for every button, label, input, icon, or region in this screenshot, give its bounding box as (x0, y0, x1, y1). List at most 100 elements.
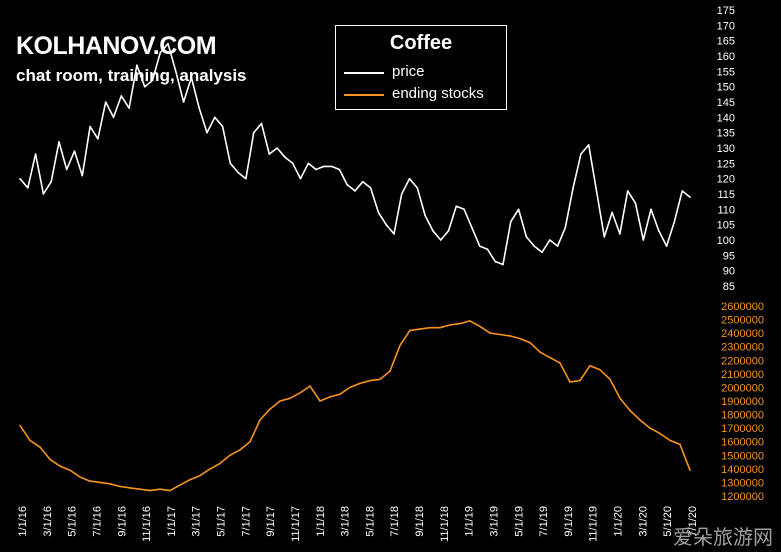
ytick-label-stocks-10: 2200000 (721, 355, 764, 367)
data-point-price-72 (580, 153, 582, 155)
data-point-ending-stocks-30 (319, 400, 321, 402)
ytick-label-stocks-3: 1500000 (721, 450, 764, 462)
data-point-ending-stocks-41 (429, 326, 431, 329)
data-point-ending-stocks-66 (679, 443, 681, 446)
data-point-price-84 (673, 220, 676, 223)
data-point-price-4 (50, 180, 52, 183)
data-point-ending-stocks-28 (299, 392, 301, 394)
data-point-ending-stocks-58 (599, 369, 601, 371)
xtick-label-6: 1/1/17 (166, 506, 178, 537)
data-point-price-52 (424, 214, 426, 217)
data-point-price-34 (284, 156, 286, 158)
data-point-price-59 (478, 245, 481, 247)
xtick-label-21: 7/1/19 (538, 506, 550, 537)
xtick-label-27: 7/1/20 (687, 506, 699, 537)
data-point-price-77 (619, 233, 621, 235)
brand-title: KOLHANOV.COM (16, 32, 217, 60)
legend-label-ending-stocks: ending stocks (392, 85, 484, 102)
data-point-ending-stocks-33 (349, 386, 351, 389)
ytick-label-stocks-7: 1900000 (721, 396, 764, 408)
data-point-price-63 (510, 220, 512, 223)
ytick-label-stocks-2: 1400000 (721, 464, 764, 476)
data-point-price-39 (323, 165, 325, 168)
xtick-label-0: 1/1/16 (17, 506, 29, 537)
data-point-ending-stocks-42 (439, 326, 441, 329)
data-point-ending-stocks-57 (589, 364, 591, 367)
data-point-price-45 (369, 187, 372, 189)
data-point-ending-stocks-46 (479, 325, 481, 328)
ytick-label-price-16: 165 (717, 36, 735, 48)
data-point-price-57 (463, 208, 465, 211)
data-point-price-15 (136, 64, 138, 66)
data-point-price-9 (89, 125, 91, 128)
data-point-ending-stocks-40 (419, 328, 421, 330)
data-point-ending-stocks-10 (119, 485, 121, 488)
data-point-price-24 (206, 131, 208, 134)
xtick-label-9: 7/1/17 (240, 506, 252, 537)
ytick-label-stocks-5: 1700000 (721, 423, 764, 435)
ytick-label-price-17: 170 (717, 20, 735, 32)
data-point-price-55 (447, 230, 450, 232)
data-point-ending-stocks-48 (499, 333, 501, 336)
series-line-ending-stocks (19, 320, 691, 492)
xtick-label-1: 3/1/16 (42, 506, 54, 537)
data-point-price-7 (73, 150, 76, 152)
data-point-price-38 (315, 168, 317, 171)
ytick-label-price-1: 90 (723, 266, 735, 278)
data-point-price-56 (455, 205, 458, 208)
data-point-price-70 (564, 226, 567, 229)
data-point-ending-stocks-32 (339, 393, 341, 396)
xtick-label-8: 5/1/17 (216, 506, 228, 537)
data-point-price-6 (65, 168, 68, 171)
data-point-ending-stocks-4 (59, 465, 61, 467)
data-point-ending-stocks-26 (279, 400, 281, 402)
ytick-label-stocks-1: 1300000 (721, 477, 764, 489)
ytick-label-stocks-8: 2000000 (721, 382, 764, 394)
xtick-label-17: 11/1/18 (439, 506, 451, 542)
watermark: 爱朵旅游网 (673, 525, 773, 549)
data-point-price-0 (19, 177, 21, 180)
data-point-price-83 (665, 245, 668, 247)
ytick-label-price-11: 140 (717, 112, 735, 124)
data-point-price-28 (237, 171, 239, 174)
data-point-ending-stocks-29 (309, 385, 311, 387)
data-point-ending-stocks-7 (89, 480, 91, 482)
data-point-price-66 (533, 245, 535, 247)
data-point-ending-stocks-53 (549, 356, 551, 359)
data-point-price-32 (268, 153, 271, 155)
data-point-price-33 (276, 147, 278, 149)
data-point-price-36 (299, 177, 302, 180)
data-point-ending-stocks-9 (109, 483, 111, 485)
data-point-ending-stocks-21 (229, 454, 231, 457)
xtick-label-4: 9/1/16 (116, 506, 128, 537)
data-point-price-46 (377, 211, 380, 214)
legend-swatch-ending-stocks (344, 94, 384, 96)
data-point-price-53 (432, 230, 434, 232)
data-point-price-41 (338, 168, 341, 171)
xtick-label-15: 7/1/18 (389, 506, 401, 537)
data-point-ending-stocks-54 (559, 362, 561, 364)
data-point-ending-stocks-38 (399, 344, 401, 347)
data-point-ending-stocks-49 (509, 335, 511, 337)
data-point-price-12 (112, 116, 115, 119)
data-point-price-26 (221, 125, 224, 128)
data-point-ending-stocks-12 (139, 488, 141, 491)
xtick-label-2: 5/1/16 (67, 506, 79, 537)
ytick-label-stocks-14: 2600000 (721, 301, 764, 313)
ytick-label-price-12: 145 (717, 97, 735, 109)
ytick-label-stocks-13: 2500000 (721, 315, 764, 327)
ytick-label-price-18: 175 (717, 5, 735, 17)
data-point-price-48 (393, 233, 395, 235)
data-point-ending-stocks-22 (239, 449, 241, 451)
data-point-ending-stocks-25 (269, 408, 271, 410)
legend: Coffee price ending stocks (335, 25, 507, 110)
data-point-ending-stocks-61 (629, 409, 631, 412)
xtick-label-5: 11/1/16 (141, 506, 153, 542)
data-point-price-47 (385, 223, 388, 226)
data-point-price-50 (408, 177, 411, 180)
data-point-ending-stocks-51 (529, 341, 531, 344)
ytick-label-price-6: 115 (717, 189, 735, 201)
xtick-label-26: 5/1/20 (662, 506, 674, 537)
data-point-ending-stocks-37 (389, 370, 391, 372)
ytick-label-stocks-9: 2100000 (721, 369, 764, 381)
